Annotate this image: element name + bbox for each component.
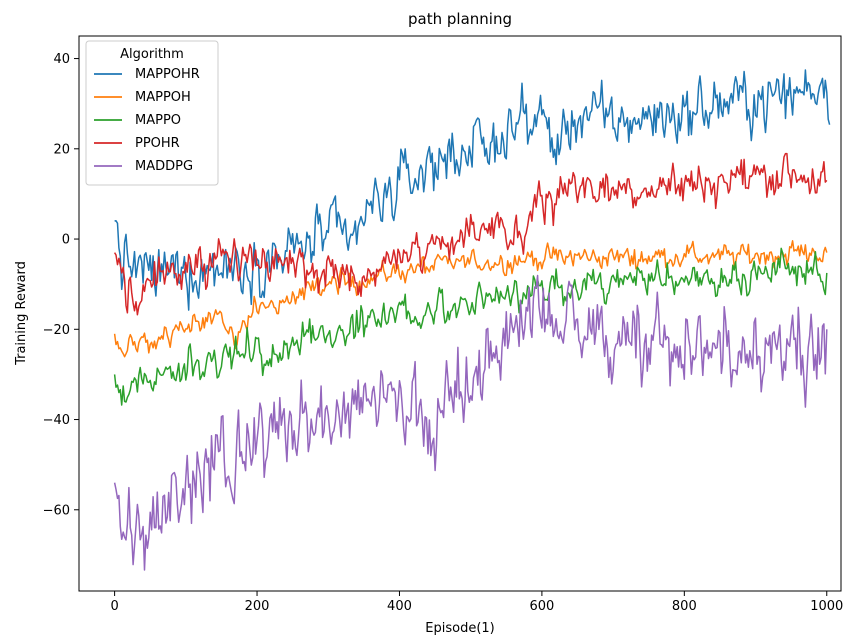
series-line-mappo [113, 247, 828, 406]
legend-label: MAPPOHR [135, 67, 200, 82]
x-tick-label: 200 [245, 599, 270, 614]
x-tick-label: 0 [110, 599, 118, 614]
y-tick-label: 0 [62, 233, 70, 248]
y-tick-label: −20 [43, 323, 70, 338]
x-tick-label: 400 [387, 599, 412, 614]
legend-label: MAPPOH [135, 90, 191, 105]
x-axis: 0 200 400 600 800 1000 [110, 591, 843, 614]
legend-label: MAPPO [135, 113, 181, 128]
x-tick-label: 800 [672, 599, 697, 614]
y-tick-label: 20 [53, 142, 70, 157]
legend-title: Algorithm [120, 47, 184, 62]
x-tick-label: 600 [529, 599, 554, 614]
legend-label: PPOHR [135, 136, 180, 151]
series-line-mappoh [113, 240, 828, 358]
y-tick-label: −60 [43, 503, 70, 518]
x-axis-label: Episode(1) [425, 621, 494, 636]
plot-lines [113, 69, 831, 571]
plot-frame [78, 35, 842, 592]
y-axis: −60 −40 −20 0 20 40 [43, 52, 79, 518]
series-line-ppohr [113, 152, 828, 316]
chart-title: path planning [408, 10, 512, 28]
x-tick-label: 1000 [810, 599, 843, 614]
y-axis-label: Training Reward [14, 261, 29, 366]
legend-items: MAPPOHR MAPPOH MAPPO PPOHR MADDPG [94, 67, 200, 174]
y-tick-label: 40 [53, 52, 70, 67]
series-line-mappohr [114, 69, 831, 311]
y-tick-label: −40 [43, 413, 70, 428]
legend: Algorithm MAPPOHR MAPPOH MAPPO PPOHR MADDPG [85, 40, 219, 186]
legend-label: MADDPG [135, 159, 193, 174]
legend-frame [85, 40, 219, 186]
series-line-maddpg [113, 274, 828, 571]
